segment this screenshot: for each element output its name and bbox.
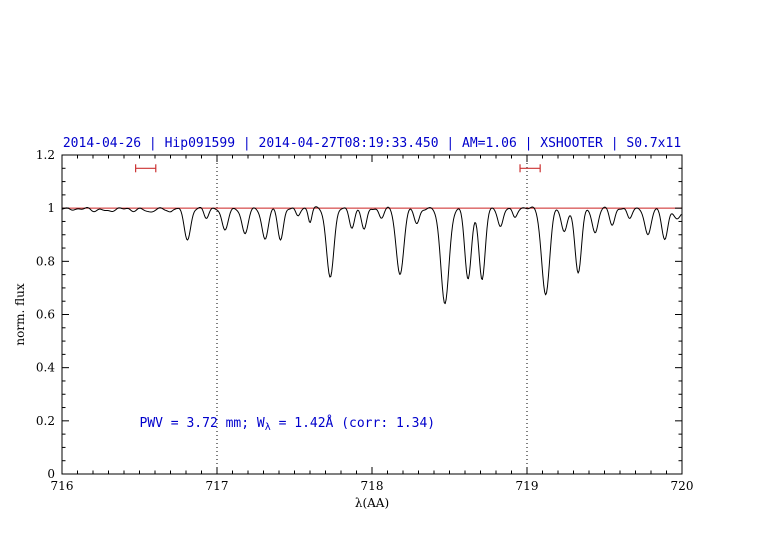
x-tick-label: 720 bbox=[671, 479, 694, 493]
pwv-annotation-prefix: PWV = 3.72 mm; W bbox=[139, 415, 265, 431]
x-tick-label: 718 bbox=[361, 479, 384, 493]
x-tick-label: 719 bbox=[516, 479, 539, 493]
y-tick-label: 1.2 bbox=[36, 148, 55, 162]
y-tick-label: 0.2 bbox=[36, 414, 55, 428]
y-axis-label: norm. flux bbox=[13, 283, 27, 345]
spectrum-line bbox=[61, 206, 682, 305]
y-tick-label: 0.8 bbox=[36, 254, 55, 268]
pwv-annotation-subscript: λ bbox=[264, 421, 271, 433]
y-tick-label: 1 bbox=[47, 201, 55, 215]
x-tick-label: 716 bbox=[51, 479, 74, 493]
x-tick-label: 717 bbox=[206, 479, 229, 493]
y-tick-label: 0 bbox=[47, 467, 55, 481]
y-tick-label: 0.6 bbox=[36, 308, 55, 322]
x-axis-label: λ(AA) bbox=[355, 496, 389, 510]
plot-title: 2014-04-26 | Hip091599 | 2014-04-27T08:1… bbox=[62, 136, 682, 151]
y-tick-label: 0.4 bbox=[36, 361, 55, 375]
pwv-annotation-suffix: = 1.42Å (corr: 1.34) bbox=[270, 415, 436, 431]
pwv-annotation: PWV = 3.72 mm; Wλ = 1.42Å (corr: 1.34) bbox=[140, 416, 436, 433]
